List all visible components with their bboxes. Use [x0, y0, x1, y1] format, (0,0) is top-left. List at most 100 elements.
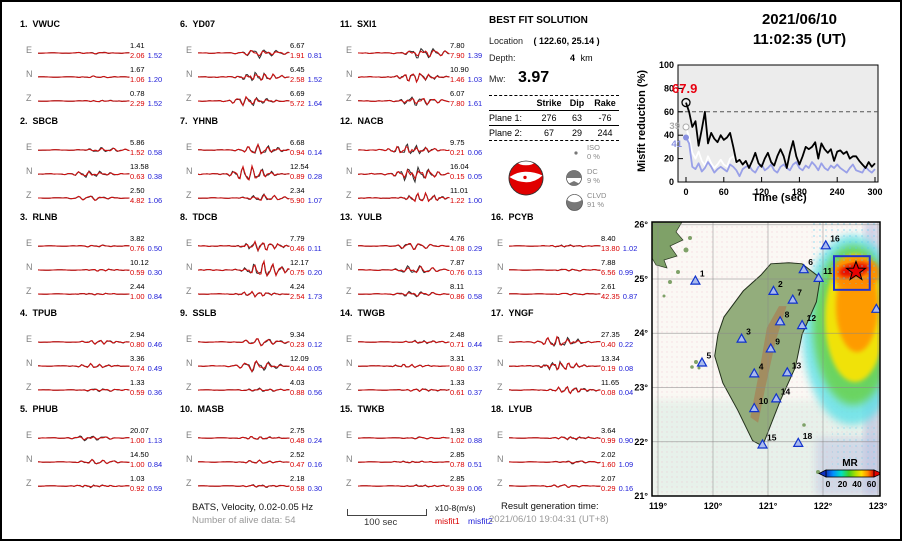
trace-values: 27.35 0.40 0.22	[601, 330, 647, 350]
channel-label: E	[26, 45, 33, 55]
station-number: 9	[775, 336, 780, 346]
waveform-svg	[38, 75, 130, 79]
misfit2-value: 0.81	[307, 51, 323, 60]
misfit-reduction-chart: 0 20 40 60 80 100 0 60 120 180 240 300 67.9 39 41	[632, 59, 894, 214]
peak-amplitude: 1.03	[130, 474, 145, 483]
peak-amplitude: 6.45	[290, 65, 305, 74]
misfit2-value: 1.52	[307, 75, 323, 84]
channel-E-trace: E 3.82 0.76 0.50	[18, 232, 176, 256]
waveform-svg	[509, 244, 601, 248]
channel-label: N	[497, 262, 504, 272]
trace-values: 2.94 0.80 0.46	[130, 330, 176, 350]
station-triangle-icon	[748, 367, 760, 378]
trace-values: 2.85 0.39 0.06	[450, 474, 496, 494]
waveform-svg	[38, 435, 130, 442]
svg-text:26°: 26°	[634, 220, 648, 230]
peak-amplitude: 2.44	[130, 282, 145, 291]
misfit2-legend: misfit2	[468, 516, 493, 526]
waveform-svg	[509, 335, 601, 348]
station-triangle-icon	[798, 263, 810, 274]
waveform-svg	[38, 195, 130, 202]
misfit1-value: 1.46	[450, 75, 465, 84]
waveform-svg	[509, 268, 601, 272]
station-triangle-icon	[787, 293, 799, 304]
misfit2-value: 1.73	[307, 292, 323, 301]
misfit2-value: 0.12	[307, 340, 323, 349]
misfit1-value: 0.44	[290, 364, 305, 373]
best-fit-panel: BEST FIT SOLUTION Location ( 122.60, 25.…	[489, 15, 643, 211]
station-triangle-icon	[792, 437, 804, 447]
peak-amplitude: 27.35	[601, 330, 620, 339]
channel-label: Z	[346, 286, 352, 296]
peak-amplitude: 2.75	[290, 426, 305, 435]
peak-amplitude: 4.24	[290, 282, 305, 291]
trace-values: 0.78 2.29 1.52	[130, 89, 176, 109]
channel-label: E	[346, 142, 353, 152]
waveform-svg	[509, 436, 601, 441]
channel-label: E	[346, 238, 353, 248]
station-block-PHUB: 5. PHUB E 20.07 1.00 1.13 N 14.50 1.00 0.84 Z 1.03 0…	[18, 402, 176, 494]
channel-E-trace: E 8.40 13.80 1.02	[489, 232, 647, 256]
peak-amplitude: 3.31	[450, 354, 465, 363]
misfit2-value: 0.30	[307, 484, 323, 493]
station-block-TDCB: 8. TDCB E 7.79 0.46 0.11 N 12.17 0.75 0.20 Z 4.24 2.…	[178, 210, 336, 302]
misfit2-value: 1.52	[147, 99, 163, 108]
peak-amplitude: 13.58	[130, 162, 149, 171]
peak-amplitude: 5.86	[130, 138, 145, 147]
trace-values: 7.80 7.90 1.39	[450, 41, 496, 61]
station-number: 2	[778, 279, 783, 289]
trace-values: 1.33 0.59 0.36	[130, 378, 176, 398]
station-block-MASB: 10. MASB E 2.75 0.48 0.24 N 2.52 0.47 0.16 Z 2.18 0.…	[178, 402, 336, 494]
map-colorbar: MR 0 20 40 60	[818, 458, 880, 489]
peak-amplitude: 9.75	[450, 138, 465, 147]
trace-values: 2.75 0.48 0.24	[290, 426, 336, 446]
channel-label: Z	[26, 478, 32, 488]
misfit2-value: 0.20	[307, 268, 323, 277]
peak-amplitude: 7.79	[290, 234, 305, 243]
station-title: 11. SXI1	[340, 19, 377, 29]
result-time-value: 2021/06/10 19:04:31 (UT+8)	[489, 514, 609, 525]
misfit2-value: 0.05	[467, 172, 483, 181]
misfit2-value: 0.87	[622, 292, 638, 301]
channel-Z-trace: Z 2.44 1.00 0.84	[18, 280, 176, 304]
channel-label: Z	[346, 382, 352, 392]
channel-label: N	[497, 454, 504, 464]
trace-values: 6.45 2.58 1.52	[290, 65, 336, 85]
clvd-beachball-icon	[566, 194, 583, 211]
misfit1-value: 1.06	[130, 75, 145, 84]
misfit1-value: 5.90	[290, 196, 305, 205]
channel-Z-trace: Z 2.50 4.82 1.06	[18, 184, 176, 208]
misfit1-value: 0.94	[290, 148, 305, 157]
station-block-NACB: 12. NACB E 9.75 0.21 0.06 N 16.04 0.15 0.05 Z 11.01…	[338, 114, 496, 206]
trace-values: 12.17 0.75 0.20	[290, 258, 336, 278]
depth-label: Depth:	[489, 53, 516, 63]
misfit2-value: 0.46	[147, 340, 163, 349]
event-datetime-title: 2021/06/10 11:02:35 (UT)	[702, 10, 897, 50]
station-title: 13. YULB	[340, 212, 383, 222]
misfit1-value: 0.48	[290, 436, 305, 445]
misfit1-value: 0.92	[130, 484, 145, 493]
misfit1-value: 0.59	[130, 388, 145, 397]
misfit2-value: 0.30	[147, 268, 163, 277]
misfit2-value: 0.13	[467, 268, 483, 277]
channel-label: Z	[186, 382, 192, 392]
station-block-TWGB: 14. TWGB E 2.48 0.71 0.44 N 3.31 0.80 0.37 Z 1.33 0.…	[338, 306, 496, 398]
channel-E-trace: E 6.67 1.91 0.81	[178, 39, 336, 63]
svg-text:21°: 21°	[634, 491, 648, 501]
trace-values: 2.50 4.82 1.06	[130, 186, 176, 206]
station-triangle-icon	[781, 366, 793, 377]
trace-values: 9.75 0.21 0.06	[450, 138, 496, 158]
channel-Z-trace: Z 1.33 0.59 0.36	[18, 376, 176, 400]
misfit2-value: 0.08	[618, 364, 634, 373]
trace-values: 13.34 0.19 0.08	[601, 354, 647, 374]
map-frame	[651, 221, 881, 497]
peak-amplitude: 2.85	[450, 474, 465, 483]
waveform-svg	[38, 292, 130, 296]
trace-values: 4.76 1.08 0.29	[450, 234, 496, 254]
peak-amplitude: 1.41	[130, 41, 145, 50]
misfit2-value: 0.84	[147, 460, 163, 469]
channel-label: N	[26, 262, 33, 272]
misfit2-value: 0.11	[307, 244, 322, 253]
misfit1-value: 0.71	[450, 340, 465, 349]
data-source-label: BATS, Velocity, 0.02-0.05 Hz	[192, 502, 314, 513]
